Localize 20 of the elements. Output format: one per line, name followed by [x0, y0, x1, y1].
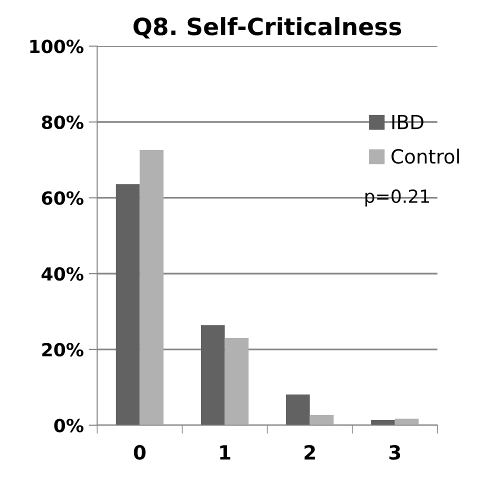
bar	[116, 184, 140, 426]
bar	[310, 415, 334, 426]
y-tick-label: 40%	[42, 267, 84, 281]
bar	[140, 150, 164, 426]
bar	[200, 325, 225, 426]
y-tick-label: 20%	[42, 342, 84, 357]
y-tick-label: 80%	[42, 115, 84, 130]
bar	[224, 338, 249, 426]
x-tick-label: 2	[304, 445, 315, 460]
legend-label: IBD	[392, 114, 424, 130]
y-tick-label: 60%	[42, 191, 84, 205]
bar	[286, 394, 310, 426]
annotation: p=0.21	[365, 189, 429, 207]
x-tick-label: 0	[134, 445, 146, 460]
x-tick-label: 3	[389, 445, 400, 460]
legend-label: Control	[392, 148, 459, 164]
x-tick-label: 1	[220, 445, 230, 460]
y-tick-label: 0%	[54, 418, 84, 432]
chart-title: Q8. Self-Criticalness	[134, 17, 402, 39]
y-tick-label: 100%	[30, 40, 84, 54]
